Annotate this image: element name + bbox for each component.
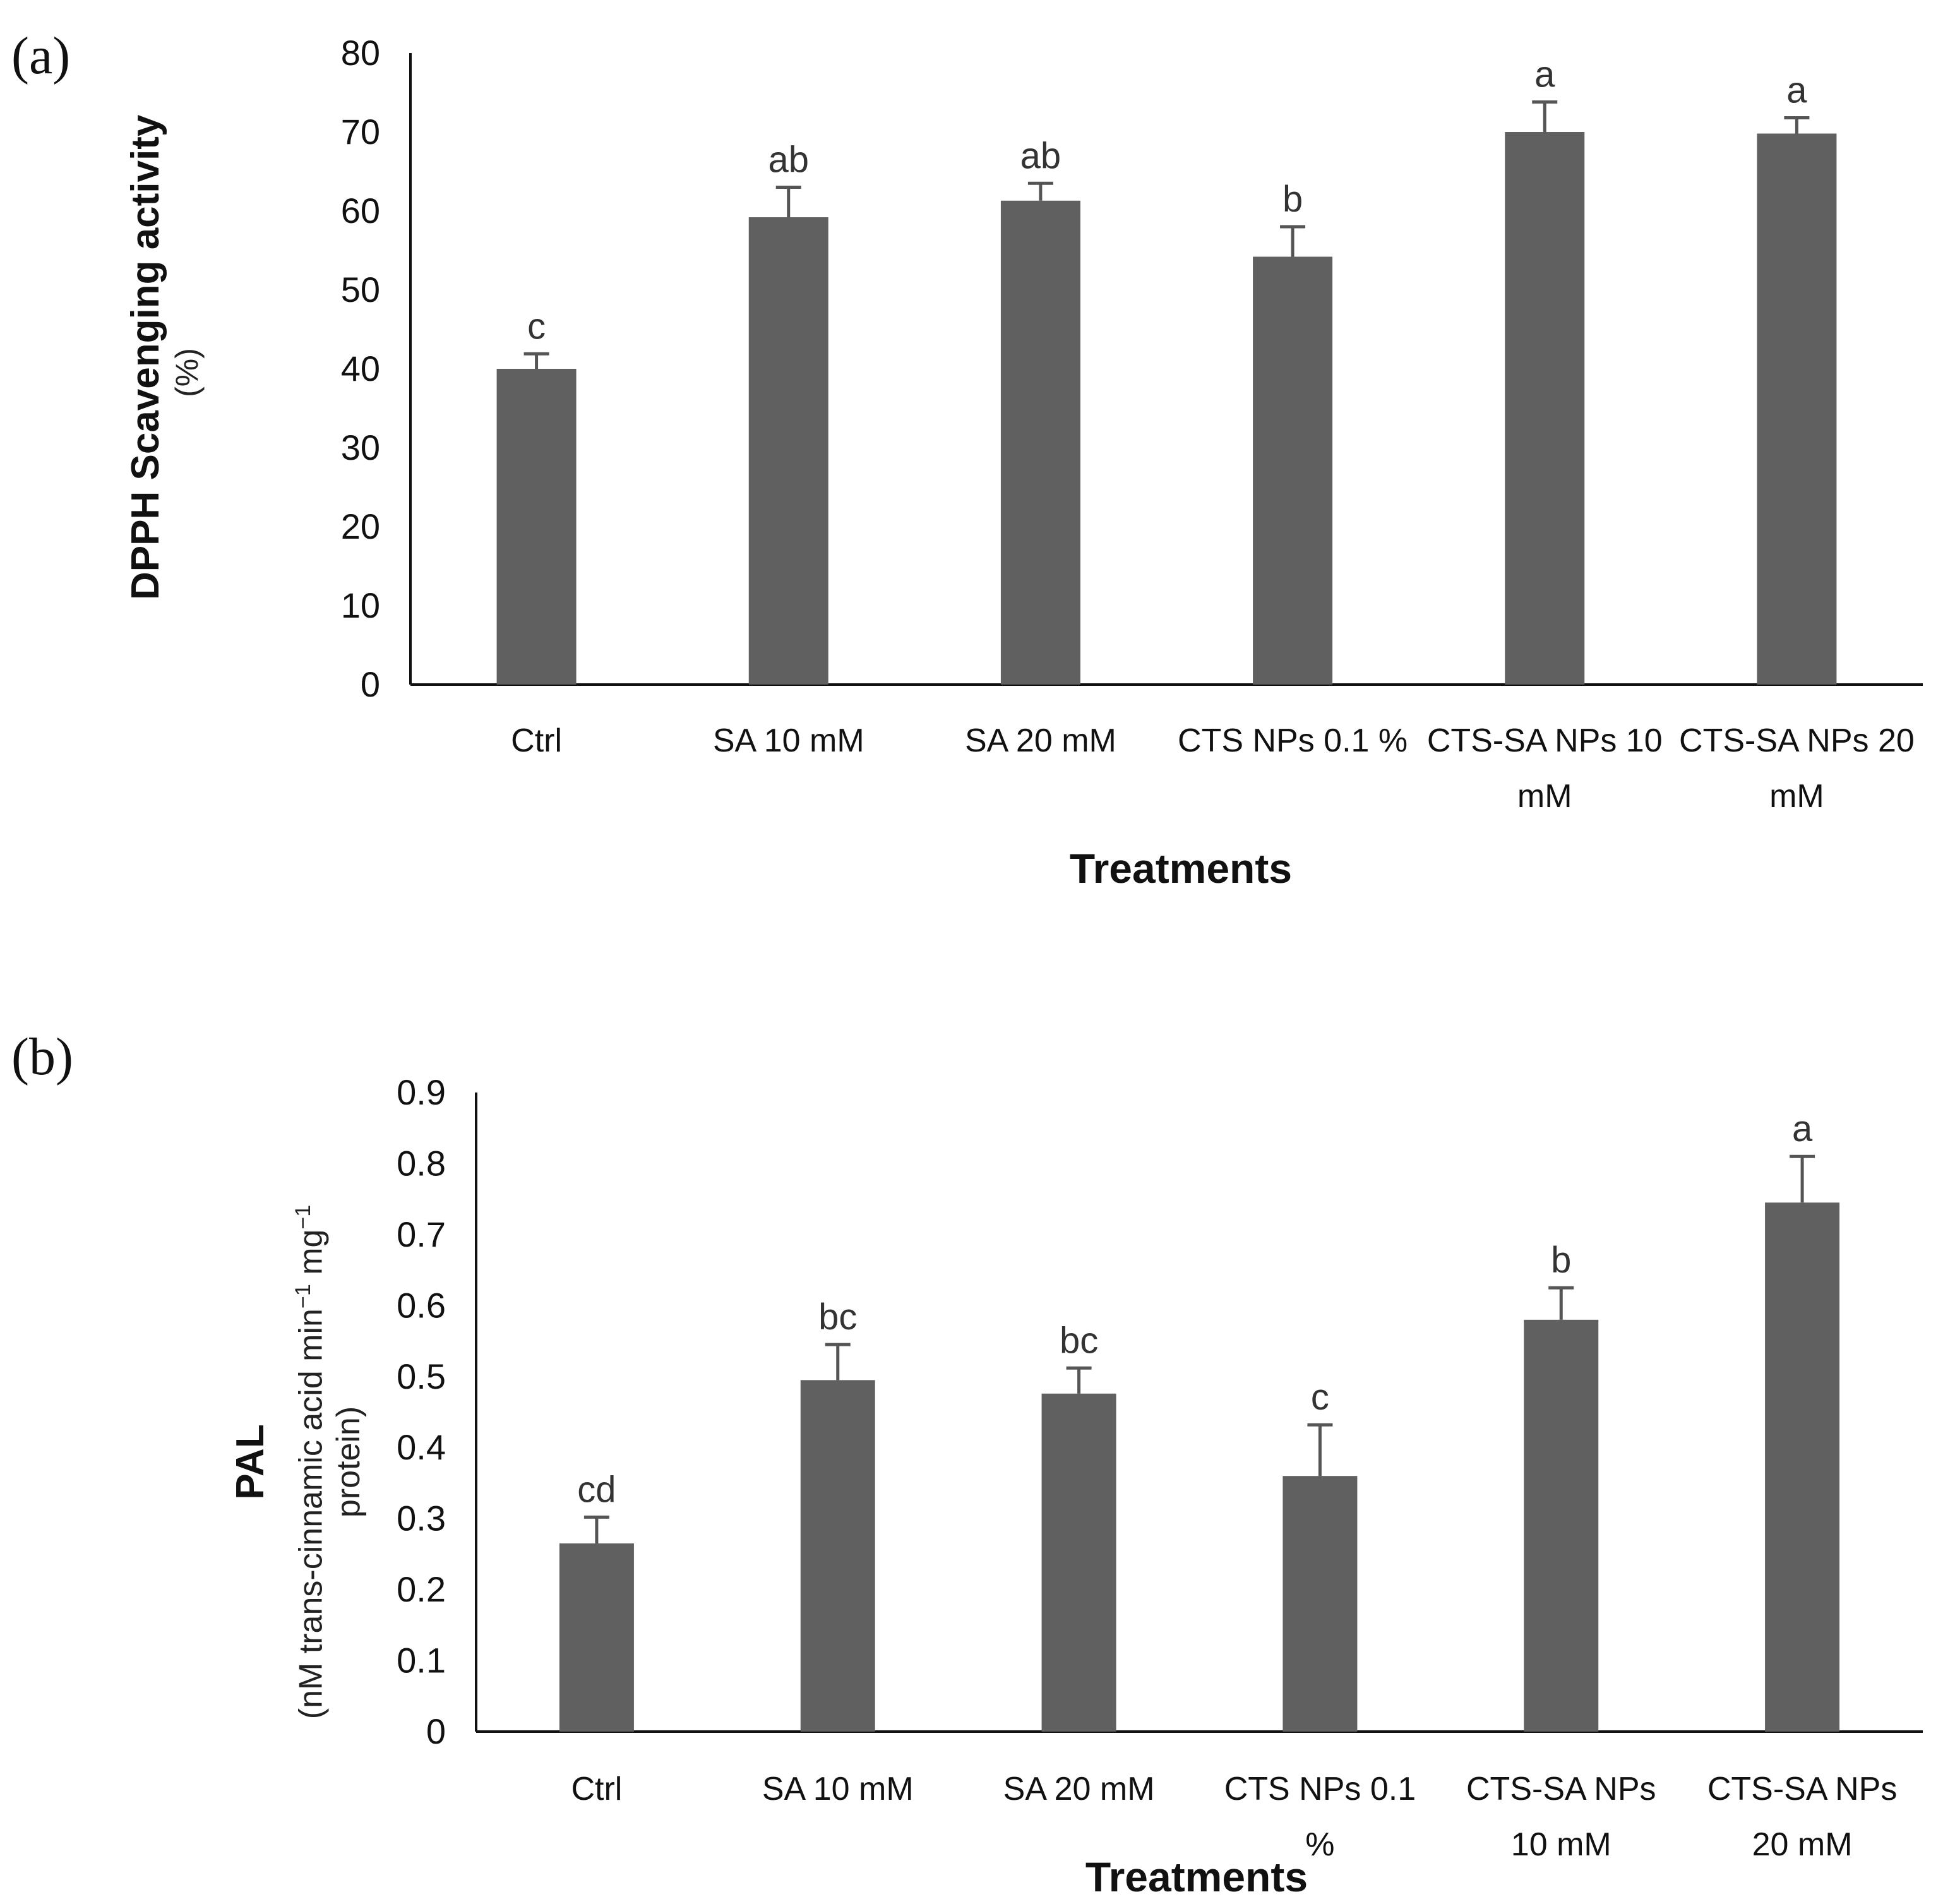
chart-b-category-label: SA 20 mM: [1003, 1771, 1155, 1807]
chart-b-y-tick-label: 0.5: [397, 1356, 446, 1396]
chart-a-y-tick-label: 40: [341, 349, 380, 388]
chart-b-y-tick-label: 0.4: [397, 1427, 446, 1467]
chart-b-category-label: %: [1305, 1826, 1334, 1863]
chart-a-y-tick-label: 0: [361, 664, 380, 704]
chart-a-bar: [1000, 200, 1080, 685]
chart-a-bar: [1757, 133, 1837, 685]
chart-a-category-label: SA 10 mM: [713, 722, 864, 759]
chart-a-y-tick-label: 10: [341, 585, 380, 625]
chart-b-category-label: Ctrl: [571, 1771, 622, 1807]
chart-b-y-tick-label: 0.6: [397, 1285, 446, 1325]
chart-a-category-label: Ctrl: [511, 722, 562, 759]
chart-b-y-tick-label: 0: [426, 1711, 446, 1751]
chart-a-category-label: CTS NPs 0.1 %: [1178, 722, 1408, 759]
chart-a-significance-letter: a: [1534, 54, 1555, 95]
chart-b-bar: [1765, 1202, 1840, 1732]
chart-b-y-tick-label: 0.1: [397, 1641, 446, 1680]
chart-a-significance-letter: b: [1282, 179, 1303, 220]
chart-a-category-label: CTS-SA NPs 10: [1427, 722, 1663, 759]
chart-b-significance-letter: b: [1551, 1240, 1571, 1281]
chart-a-y-tick-label: 80: [341, 33, 380, 73]
chart-a-y-tick-label: 60: [341, 191, 380, 231]
chart-b-x-axis-title: Treatments: [1085, 1853, 1308, 1900]
chart-a-significance-letter: a: [1786, 70, 1807, 111]
chart-b-y-tick-label: 0.8: [397, 1143, 446, 1183]
chart-b-significance-letter: cd: [577, 1469, 616, 1510]
chart-b-category-label: CTS-SA NPs: [1466, 1771, 1656, 1807]
chart-b-bar: [1524, 1319, 1599, 1732]
chart-a-bar: [1253, 256, 1333, 685]
chart-b-y-tick-label: 0.7: [397, 1214, 446, 1254]
chart-b-y-tick-label: 0.3: [397, 1499, 446, 1538]
chart-a-x-axis-title: Treatments: [1070, 845, 1292, 892]
chart-a-bar: [496, 369, 577, 685]
chart-a-category-label: SA 20 mM: [965, 722, 1116, 759]
panel-a-label: (a): [11, 27, 71, 85]
chart-b-category-label: CTS NPs 0.1: [1224, 1771, 1416, 1807]
chart-b-significance-letter: a: [1792, 1108, 1813, 1149]
chart-a-significance-letter: ab: [1020, 135, 1061, 176]
chart-b-significance-letter: bc: [1060, 1320, 1098, 1361]
chart-b-y-tick-label: 0.2: [397, 1569, 446, 1609]
chart-a-category-label: mM: [1517, 778, 1572, 815]
chart-a-category-label: CTS-SA NPs 20: [1679, 722, 1915, 759]
chart-a-y-tick-label: 70: [341, 112, 380, 152]
chart-b-significance-letter: c: [1311, 1377, 1329, 1418]
chart-b-bar: [559, 1543, 634, 1732]
chart-b-category-label: 10 mM: [1511, 1826, 1611, 1863]
chart-b-bar: [800, 1380, 875, 1732]
chart-a-significance-letter: c: [527, 306, 546, 347]
chart-b-category-label: 20 mM: [1752, 1826, 1853, 1863]
chart-a-y-tick-label: 50: [341, 270, 380, 309]
chart-b-bar: [1282, 1476, 1358, 1732]
chart-b-y-tick-label: 0.9: [397, 1072, 446, 1112]
chart-b-category-label: CTS-SA NPs: [1707, 1771, 1898, 1807]
chart-a-y-tick-label: 20: [341, 506, 380, 546]
chart-b-bar: [1041, 1393, 1116, 1732]
chart-b-significance-letter: bc: [818, 1296, 857, 1338]
chart-a-category-label: mM: [1769, 778, 1824, 815]
chart-a-bar: [748, 217, 828, 685]
chart-b-category-label: SA 10 mM: [762, 1771, 914, 1807]
chart-a-bar: [1505, 132, 1585, 685]
panel-b-label: (b): [11, 1027, 73, 1086]
chart-a-y-tick-label: 30: [341, 428, 380, 467]
chart-a-significance-letter: ab: [768, 140, 809, 181]
